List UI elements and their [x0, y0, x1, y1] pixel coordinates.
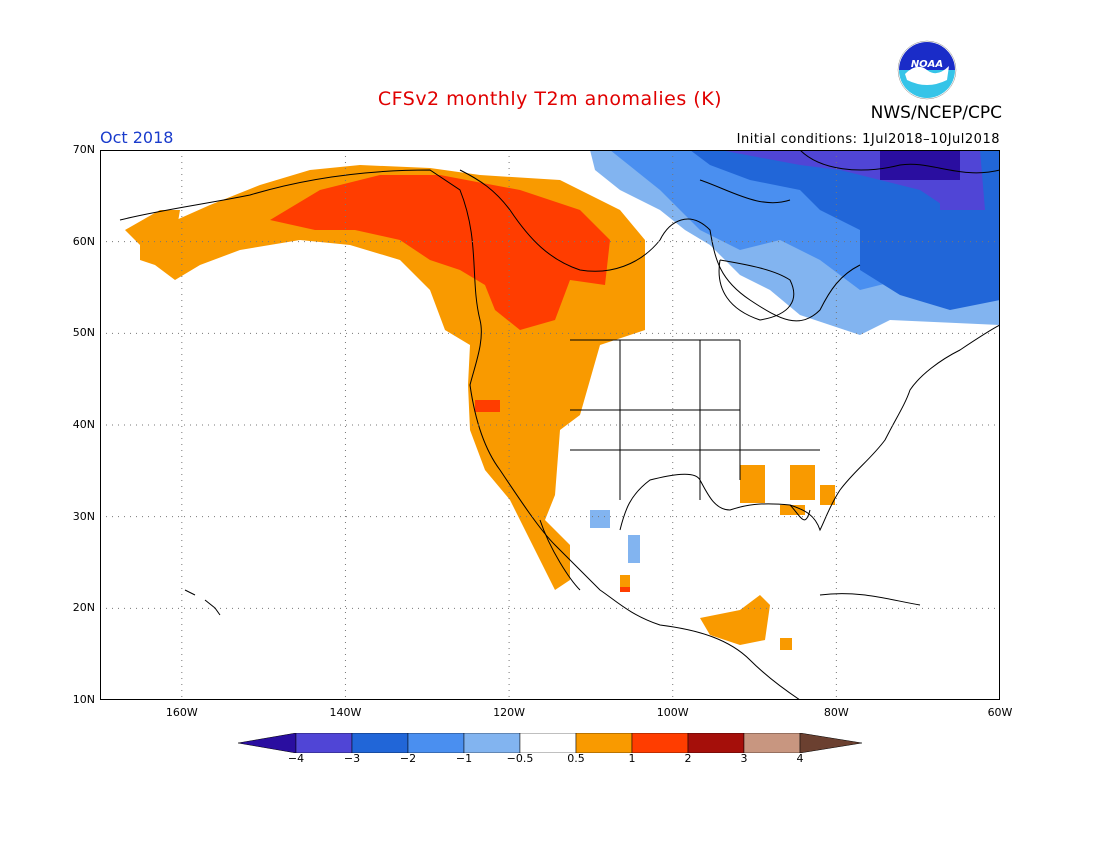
colorbar-box	[575, 733, 633, 753]
coastline	[619, 324, 1000, 532]
anomaly-shading	[125, 150, 1000, 650]
colorbar-label: −2	[399, 752, 417, 765]
colorbar-box	[743, 733, 801, 753]
anomaly-cell	[740, 465, 765, 503]
anomaly-region	[270, 175, 610, 330]
svg-text:NOAA: NOAA	[911, 59, 943, 70]
colorbar-label: 3	[740, 752, 748, 765]
colorbar-label: −1	[455, 752, 473, 765]
colorbar-label: 4	[796, 752, 804, 765]
coastline	[459, 169, 861, 322]
colorbar-box	[687, 733, 745, 753]
colorbar-box	[631, 733, 689, 753]
colorbar-box	[407, 733, 465, 753]
coastline	[789, 504, 811, 521]
lat-label: 20N	[72, 601, 95, 615]
colorbar-box	[351, 733, 409, 753]
anomaly-region	[125, 210, 180, 245]
colorbar-label: 1	[628, 752, 636, 765]
anomaly-cell	[620, 575, 630, 587]
colorbar	[238, 733, 862, 753]
lon-label: 60W	[987, 706, 1013, 719]
anomaly-cell	[780, 505, 805, 515]
colorbar-box	[519, 733, 577, 753]
lat-label: 30N	[72, 509, 95, 523]
coastline	[718, 259, 795, 321]
lon-label: 100W	[656, 706, 689, 719]
colorbar-label: −4	[287, 752, 305, 765]
lon-label: 120W	[493, 706, 526, 719]
coastline	[799, 150, 1000, 174]
anomaly-cell	[628, 535, 640, 563]
lat-label: 50N	[72, 326, 95, 340]
coastline	[699, 179, 791, 204]
coastline	[539, 519, 581, 591]
valid-month-label: Oct 2018	[100, 128, 174, 147]
initial-conditions-label: Initial conditions: 1Jul2018–10Jul2018	[736, 132, 1000, 147]
anomaly-cell	[475, 400, 500, 412]
anomaly-cell	[820, 485, 835, 505]
lon-label: 140W	[329, 706, 362, 719]
colorbar-label: 2	[684, 752, 692, 765]
agency-label: NWS/NCEP/CPC	[870, 103, 1002, 123]
colorbar-arrow-low	[238, 733, 297, 753]
colorbar-arrow-high	[799, 733, 862, 753]
lat-label: 10N	[72, 693, 95, 706]
lon-label: 80W	[823, 706, 849, 719]
noaa-logo: NOAA	[897, 40, 957, 100]
graticule	[100, 150, 1000, 700]
lat-label: 70N	[72, 143, 95, 156]
anomaly-map	[100, 150, 1000, 700]
anomaly-region	[700, 595, 770, 645]
colorbar-label: 0.5	[567, 752, 585, 765]
map-title: CFSv2 monthly T2m anomalies (K)	[377, 88, 723, 110]
lat-label: 60N	[72, 234, 95, 248]
colorbar-label: −3	[343, 752, 361, 765]
colorbar-box	[463, 733, 521, 753]
anomaly-cell	[780, 638, 792, 650]
colorbar-box	[295, 733, 353, 753]
coastline	[119, 169, 801, 700]
anomaly-cell	[590, 510, 610, 528]
coastline	[819, 593, 921, 606]
colorbar-label: −0.5	[506, 752, 534, 765]
anomaly-cell	[940, 180, 980, 210]
lon-label: 160W	[165, 706, 198, 719]
lat-label: 40N	[72, 418, 95, 431]
coastlines	[119, 150, 1000, 700]
anomaly-cell	[790, 465, 815, 500]
